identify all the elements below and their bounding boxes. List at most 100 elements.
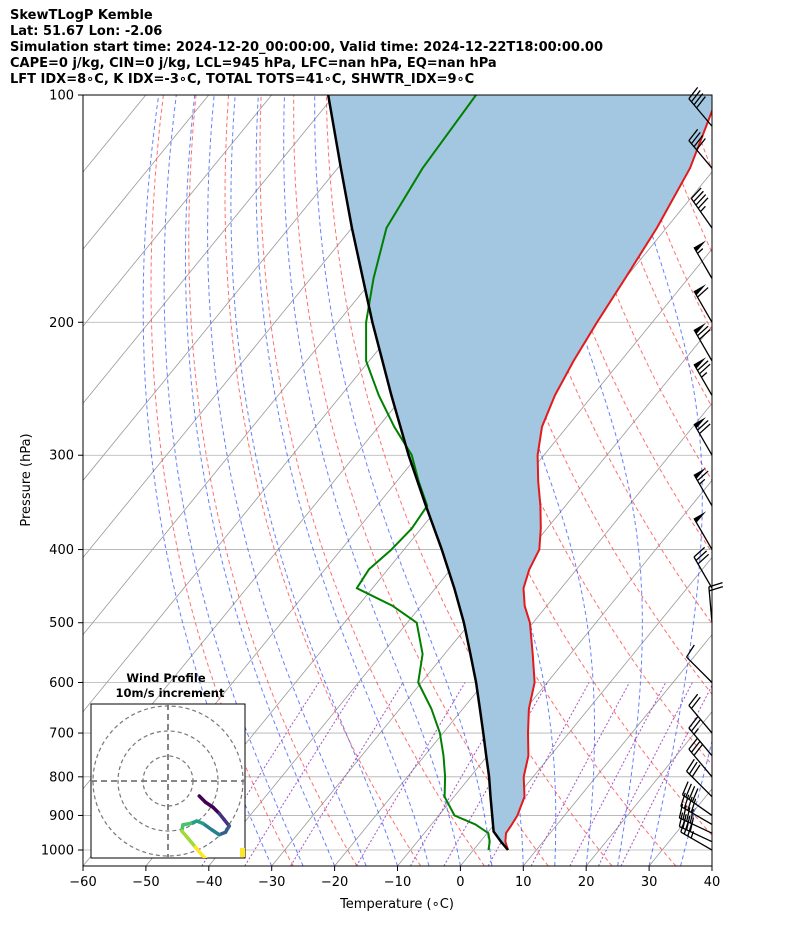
y-tick-label: 900 (49, 809, 74, 824)
wind-barb-staff (686, 656, 713, 683)
wind-barb-full (678, 803, 684, 819)
wind-barb-full (691, 764, 701, 778)
wind-barb-full (690, 740, 701, 753)
x-tick-label: 20 (578, 875, 595, 890)
wind-barb-full (685, 807, 691, 822)
moist-adiabat (680, 739, 712, 866)
time-line: Simulation start time: 2024-12-20_00:00:… (10, 40, 603, 55)
dry-adiabat (717, 95, 794, 866)
wind-barb-staff (686, 770, 713, 798)
mixing-ratio-line (244, 682, 360, 866)
y-tick-label: 700 (49, 727, 74, 742)
wind-barb-pennant (694, 417, 707, 429)
mixing-ratio-line (569, 682, 667, 866)
x-tick-label: 10 (515, 875, 532, 890)
isotherm-line (271, 325, 712, 866)
wind-barb (688, 716, 713, 757)
wind-barb-pennant (694, 511, 707, 523)
wind-barb-full (690, 696, 701, 709)
cin-shading (328, 95, 712, 850)
mixing-ratio-line (355, 682, 466, 866)
wind-barb-full (688, 128, 699, 141)
wind-barb-full (685, 783, 692, 798)
wind-barb (693, 417, 713, 456)
isotherm-line (83, 95, 210, 250)
wind-barb (688, 737, 713, 778)
wind-barb-full (709, 586, 724, 592)
chart-title-block: SkewTLogP Kemble Lat: 51.67 Lon: -2.06 S… (10, 8, 603, 88)
wind-barb-staff (708, 586, 713, 623)
moist-adiabat (314, 95, 493, 866)
wind-barb-full (682, 805, 687, 820)
wind-barb-pennant (694, 357, 707, 369)
wind-barb (708, 582, 724, 623)
hodograph-segment (180, 829, 191, 842)
mixing-ratio-line (530, 682, 630, 866)
wind-barb-full (693, 546, 706, 558)
wind-barb-full (689, 808, 695, 824)
dry-adiabat (150, 95, 294, 866)
wind-barb-full (699, 423, 711, 435)
hodograph-segment (200, 853, 208, 858)
wind-barb (693, 322, 713, 362)
x-tick-label: −10 (384, 875, 411, 890)
moist-adiabat (163, 95, 304, 866)
mixing-ratio-line (487, 682, 590, 866)
moist-adiabat (518, 95, 643, 866)
y-tick-label: 300 (49, 449, 74, 464)
hodograph-title: Wind Profile (126, 671, 206, 685)
wind-barb-full (688, 86, 699, 100)
y-tick-label: 800 (49, 770, 74, 785)
mixing-ratio-line (597, 682, 693, 866)
wind-barb-full (690, 719, 701, 732)
wind-barb (690, 187, 713, 229)
x-tick-label: −50 (132, 875, 159, 890)
wind-barbs (678, 86, 724, 851)
wind-barb-full (697, 553, 710, 565)
hodograph-segment (201, 821, 214, 832)
wind-barb-full (696, 96, 706, 109)
isotherm-line (585, 711, 712, 866)
wind-barb-staff (682, 794, 713, 816)
isotherm-line (83, 95, 84, 96)
x-tick-label: 30 (641, 875, 658, 890)
hodograph-ring (117, 730, 219, 832)
moist-adiabat (711, 864, 712, 866)
moist-adiabat (610, 95, 703, 866)
wind-barb-full (685, 758, 695, 772)
isotherm-line (648, 788, 712, 866)
wind-barb-full (696, 138, 706, 151)
wind-barb-staff (688, 748, 713, 778)
wind-barb-full (697, 325, 709, 337)
wind-barb-full (699, 329, 711, 340)
y-tick-label: 100 (49, 89, 74, 104)
wind-barb-full (690, 187, 702, 199)
isotherm-line (460, 556, 712, 866)
dry-adiabat (651, 95, 712, 254)
wind-barb-full (699, 363, 711, 375)
wind-barb-full (688, 761, 698, 775)
wind-barb-pennant (694, 322, 707, 335)
wind-barb (693, 511, 713, 550)
moist-adiabat (283, 95, 461, 866)
wind-barb-staff (679, 817, 713, 834)
moist-adiabat (185, 95, 336, 866)
hodograph-content (91, 704, 245, 858)
y-tick-label: 200 (49, 316, 74, 331)
wind-barb-full (691, 788, 699, 802)
wind-barb-staff (693, 474, 713, 507)
x-tick-label: 0 (456, 875, 464, 890)
wind-barb (688, 693, 713, 734)
x-tick-label: 40 (704, 875, 721, 890)
isotherm-line (711, 865, 712, 866)
wind-barb-staff (693, 246, 713, 279)
wind-barb (688, 128, 713, 169)
wind-barb-full (688, 716, 699, 729)
y-tick-label: 500 (49, 616, 74, 631)
wind-barb (681, 781, 713, 816)
wind-barb-half (701, 371, 708, 378)
wind-barb (685, 758, 713, 798)
x-tick-label: −20 (321, 875, 348, 890)
wind-barb-full (695, 194, 707, 206)
sounding-profiles (326, 95, 712, 851)
